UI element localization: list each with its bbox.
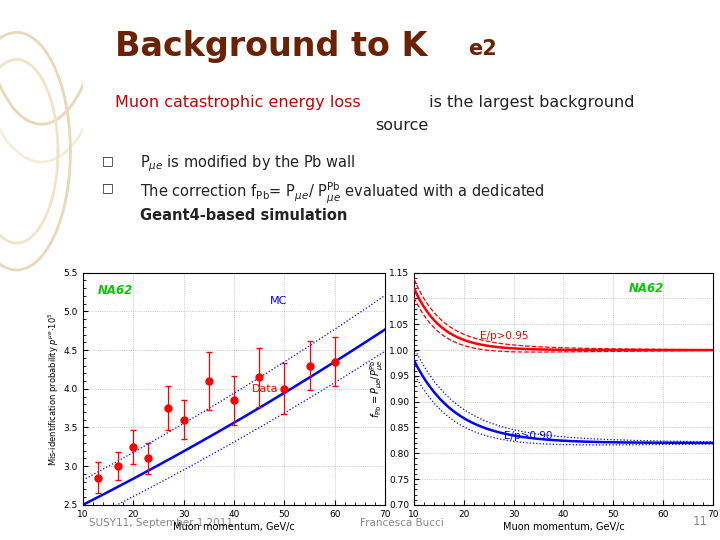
- Text: The correction f$_{\rm Pb}$= P$_{\mu e}$/ P$_{\mu e}^{\rm Pb}$ evaluated with a : The correction f$_{\rm Pb}$= P$_{\mu e}$…: [140, 181, 545, 206]
- X-axis label: Muon momentum, GeV/c: Muon momentum, GeV/c: [503, 522, 624, 531]
- Y-axis label: $f_{\rm Pb}=P_{\mu e}/P_{\mu e}^{\rm Pb}$: $f_{\rm Pb}=P_{\mu e}/P_{\mu e}^{\rm Pb}…: [369, 360, 386, 418]
- Text: □: □: [102, 181, 114, 194]
- Text: e2: e2: [468, 39, 497, 59]
- Text: E/p>0.90: E/p>0.90: [503, 430, 552, 441]
- Text: E/p>0.95: E/p>0.95: [480, 330, 528, 341]
- Text: 11: 11: [692, 515, 707, 528]
- Text: Muon catastrophic energy loss: Muon catastrophic energy loss: [114, 94, 360, 110]
- X-axis label: Muon momentum, GeV/c: Muon momentum, GeV/c: [173, 522, 295, 531]
- Text: Geant4-based simulation: Geant4-based simulation: [140, 208, 348, 223]
- Y-axis label: Mis-identification probability $p^{\mu e}{\cdot}10^5$: Mis-identification probability $p^{\mu e…: [46, 312, 60, 465]
- Text: Background to K: Background to K: [114, 30, 427, 63]
- Text: SUSY11, September 1 2011: SUSY11, September 1 2011: [89, 518, 233, 528]
- Text: Francesca Bucci: Francesca Bucci: [359, 518, 444, 528]
- Text: □: □: [102, 154, 114, 167]
- Text: is the largest background: is the largest background: [423, 94, 634, 110]
- Text: MC: MC: [270, 296, 288, 306]
- Text: NA62: NA62: [98, 284, 133, 298]
- Text: source: source: [375, 118, 428, 133]
- Text: Data: Data: [252, 384, 279, 394]
- Text: NA62: NA62: [629, 282, 665, 295]
- Text: P$_{\mu e}$ is modified by the Pb wall: P$_{\mu e}$ is modified by the Pb wall: [140, 154, 356, 174]
